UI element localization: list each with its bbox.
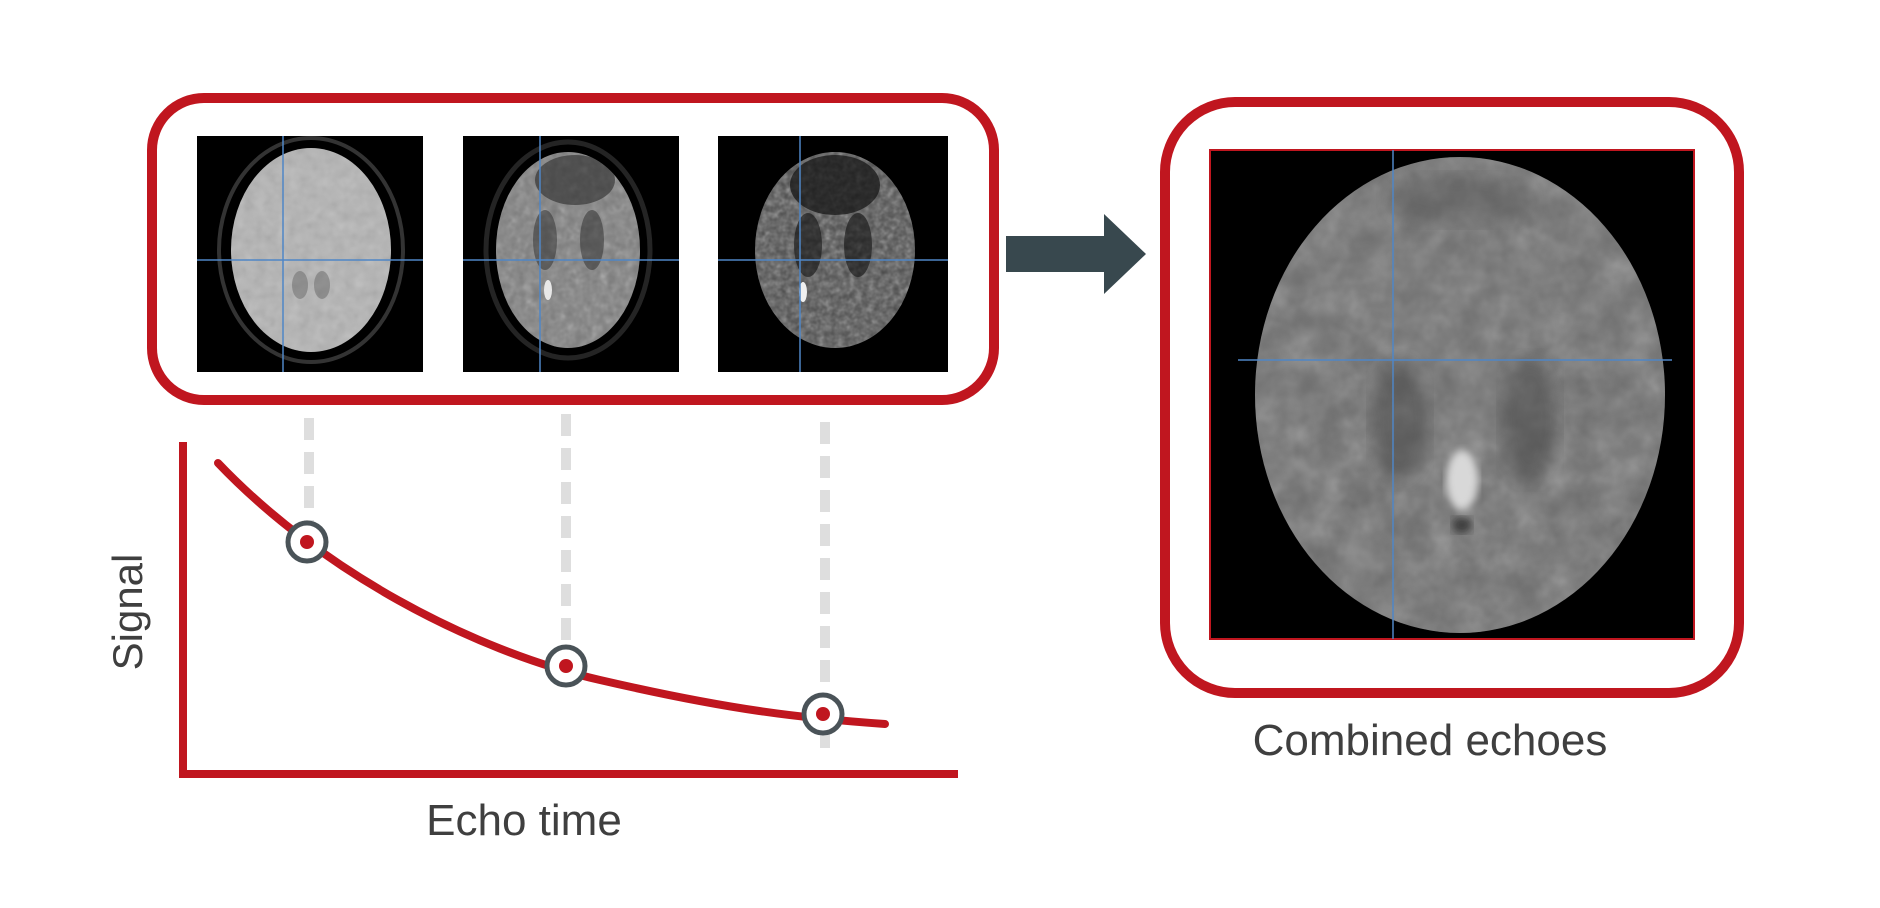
combined-image-frame xyxy=(1160,97,1744,698)
y-axis-label: Signal xyxy=(104,554,151,671)
echo-image-3 xyxy=(718,136,948,372)
echo-3-marker xyxy=(801,692,845,736)
echo-images-panel xyxy=(147,93,999,405)
echo-2-marker xyxy=(544,644,588,688)
plot-axes xyxy=(179,442,958,778)
x-axis-label: Echo time xyxy=(426,796,622,845)
signal-decay-plot: Signal Echo time xyxy=(104,414,958,845)
decay-curve xyxy=(214,459,889,728)
right-arrow-icon xyxy=(1006,214,1146,294)
combined-image-panel xyxy=(1160,97,1744,698)
combined-echoes-label: Combined echoes xyxy=(1253,716,1608,765)
echo-image-1 xyxy=(197,136,423,372)
echo-1-marker xyxy=(285,520,329,564)
combined-echoes-image xyxy=(1209,149,1695,640)
echo-images-frame xyxy=(147,93,999,405)
echo-image-2 xyxy=(463,136,679,372)
